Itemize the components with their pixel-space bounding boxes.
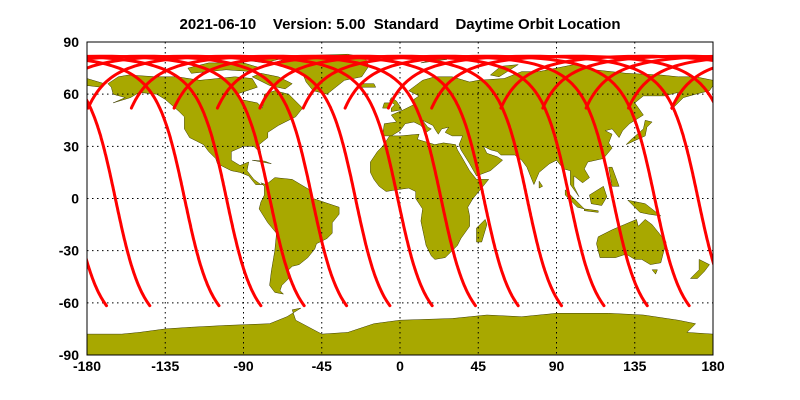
land-australia — [596, 219, 667, 265]
land-africa — [370, 133, 490, 260]
land-java — [584, 208, 599, 213]
orbit-track — [627, 57, 713, 110]
orbit-tracks — [0, 54, 800, 308]
land-new-zealand — [689, 258, 710, 279]
orbit-track — [87, 54, 392, 308]
orbit-track — [129, 54, 477, 308]
land-tasmania — [651, 269, 658, 275]
y-tick-label: 90 — [63, 34, 79, 50]
land-eurasia — [382, 64, 713, 197]
orbit-track — [757, 56, 800, 305]
plot-frame — [86, 41, 714, 356]
land-philippines — [608, 166, 620, 187]
orbit-track — [584, 54, 713, 110]
x-tick-label: 180 — [701, 358, 725, 374]
land-madagascar — [476, 218, 488, 243]
land-sri-lanka — [538, 180, 543, 189]
y-tick-label: 30 — [63, 138, 79, 154]
y-tick-label: 60 — [63, 86, 79, 102]
orbit-track — [0, 56, 21, 305]
orbit-track — [215, 54, 563, 308]
orbit-track — [712, 106, 713, 110]
x-tick-label: 135 — [623, 358, 647, 374]
x-tick-label: -180 — [73, 358, 101, 374]
x-tick-label: 0 — [396, 358, 404, 374]
figure-title: 2021-06-10 Version: 5.00 Standard Daytim… — [179, 16, 621, 33]
y-tick-label: -30 — [59, 243, 79, 259]
x-tick-label: -90 — [233, 358, 253, 374]
land-new-guinea — [627, 199, 662, 217]
x-tick-label: -135 — [151, 358, 179, 374]
land-south-america — [258, 177, 340, 295]
y-tick-label: -90 — [59, 347, 79, 363]
x-tick-label: -45 — [312, 358, 332, 374]
orbit-track — [541, 54, 713, 110]
x-tick-label: 90 — [549, 358, 565, 374]
orbit-track — [87, 54, 306, 308]
orbit-track — [499, 54, 713, 110]
x-tick-label: 45 — [470, 358, 486, 374]
orbit-track — [87, 54, 434, 308]
orbit-track — [87, 58, 221, 308]
y-tick-label: -60 — [59, 295, 79, 311]
orbit-track — [0, 56, 63, 305]
orbit-track — [172, 54, 520, 308]
orbit-track — [87, 54, 349, 308]
gridlines — [87, 42, 713, 355]
land-japan — [625, 119, 653, 145]
land-borneo — [589, 185, 608, 206]
orbit-track — [301, 54, 649, 308]
y-tick-label: 0 — [71, 191, 79, 207]
orbit-track — [87, 97, 152, 308]
orbit-track — [87, 55, 263, 308]
orbit-track — [343, 54, 691, 308]
orbit-track — [258, 54, 606, 308]
land-novaya-zemlya — [489, 64, 519, 78]
